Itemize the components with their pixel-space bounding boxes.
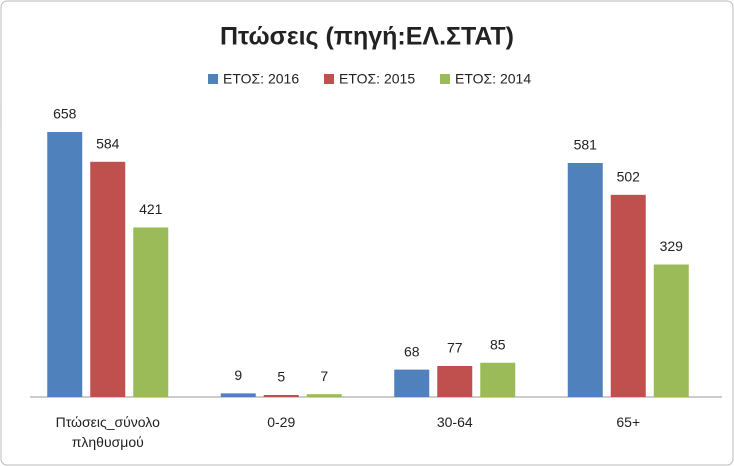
bar [47, 132, 83, 397]
legend-label: ΕΤΟΣ: 2016 [223, 71, 299, 87]
bar [653, 264, 689, 397]
x-tick-label: 30-64 [436, 414, 473, 430]
bar [610, 194, 646, 397]
bar [90, 161, 126, 397]
bar [306, 394, 342, 397]
x-tick-label: 0-29 [267, 414, 296, 430]
chart-title: Πτώσεις (πηγή:ΕΛ.ΣΤΑΤ) [220, 23, 514, 51]
data-label: 85 [490, 336, 506, 352]
data-label: 68 [404, 343, 420, 359]
data-label: 584 [96, 136, 120, 152]
data-label: 9 [234, 367, 242, 383]
bar [394, 369, 430, 397]
data-label: 581 [574, 137, 598, 153]
bar [480, 362, 516, 397]
x-tick-label: 65+ [616, 414, 641, 430]
data-label: 329 [660, 238, 684, 254]
bar [133, 227, 169, 397]
legend-swatch [324, 74, 334, 84]
legend-label: ΕΤΟΣ: 2014 [455, 71, 531, 87]
legend-label: ΕΤΟΣ: 2015 [339, 71, 415, 87]
data-label: 5 [277, 369, 285, 385]
data-label: 658 [53, 106, 77, 122]
bar [220, 393, 256, 397]
data-label: 421 [139, 201, 163, 217]
data-label: 502 [617, 169, 641, 185]
data-label: 7 [320, 368, 328, 384]
bar [437, 365, 473, 397]
data-label: 77 [447, 340, 463, 356]
legend-swatch [440, 74, 450, 84]
bar [567, 163, 603, 397]
x-tick-label: Πτώσεις_σύνολο πληθυσμού [55, 414, 160, 450]
legend-swatch [208, 74, 218, 84]
bar [263, 394, 299, 397]
